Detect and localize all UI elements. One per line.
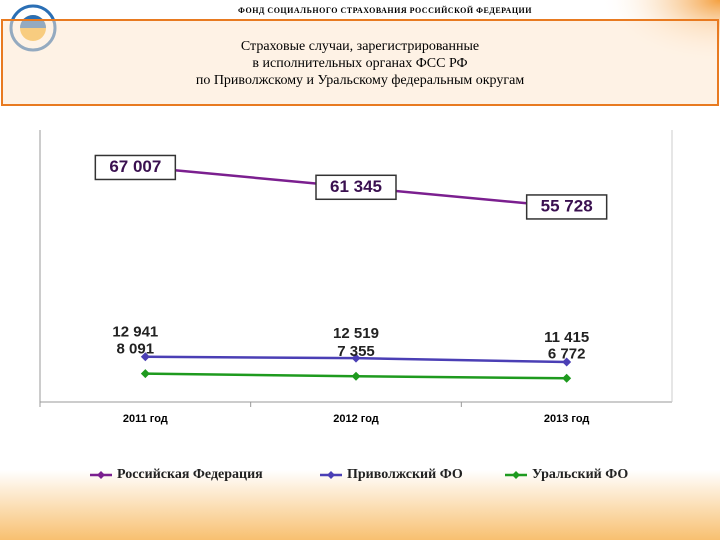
value-label: 11 415 bbox=[544, 329, 589, 346]
value-label: 6 772 bbox=[548, 345, 586, 362]
label-box bbox=[525, 194, 608, 220]
point-marker bbox=[140, 352, 150, 362]
point-marker bbox=[562, 357, 572, 367]
chart-title: в исполнительных органах ФСС РФ bbox=[252, 56, 467, 71]
value-label: 12 941 bbox=[112, 324, 158, 341]
point-marker bbox=[351, 353, 361, 363]
point-marker bbox=[351, 371, 361, 381]
legend-label: Российская Федерация bbox=[117, 467, 263, 482]
legend-label: Уральский ФО bbox=[532, 467, 628, 482]
chart-title: Страховые случаи, зарегистрированные bbox=[241, 39, 479, 54]
x-tick-label: 2012 год bbox=[333, 413, 379, 425]
chart-title: по Приволжскому и Уральскому федеральным… bbox=[196, 73, 524, 88]
legend-marker bbox=[512, 471, 520, 479]
point-marker bbox=[562, 373, 572, 383]
point-marker bbox=[140, 369, 150, 379]
value-label: 55 728 bbox=[541, 196, 593, 215]
label-box bbox=[94, 154, 177, 181]
org-name: ФОНД СОЦИАЛЬНОГО СТРАХОВАНИЯ РОССИЙСКОЙ … bbox=[238, 6, 532, 15]
value-label: 61 345 bbox=[330, 177, 382, 196]
x-tick-label: 2013 год bbox=[544, 413, 590, 425]
label-box bbox=[315, 174, 397, 201]
legend-marker bbox=[97, 471, 105, 479]
value-label: 7 355 bbox=[337, 343, 375, 360]
legend-marker bbox=[327, 471, 335, 479]
x-tick-label: 2011 год bbox=[123, 413, 168, 425]
value-label: 8 091 bbox=[117, 341, 155, 358]
value-label: 67 007 bbox=[109, 157, 161, 176]
legend-label: Приволжский ФО bbox=[347, 467, 463, 482]
value-label: 12 519 bbox=[333, 325, 379, 342]
title-box bbox=[1, 19, 719, 106]
bottom-glow bbox=[0, 470, 720, 540]
